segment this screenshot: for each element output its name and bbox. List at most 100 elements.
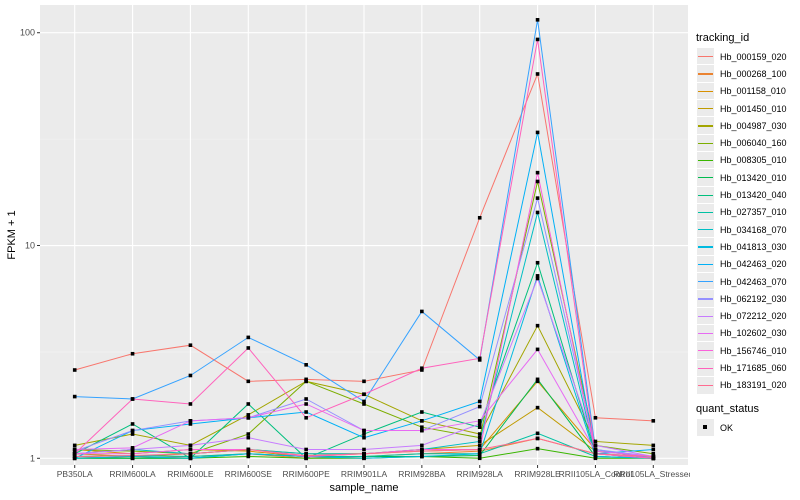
data-point <box>188 451 193 456</box>
data-point <box>535 274 540 278</box>
data-point <box>477 443 482 448</box>
data-point <box>130 432 135 436</box>
legend-label: Hb_027357_010 <box>720 207 787 218</box>
data-point <box>535 18 540 22</box>
data-point <box>477 404 482 409</box>
line-key <box>696 150 715 170</box>
line-key <box>696 289 715 309</box>
data-point <box>72 456 77 461</box>
legend-label: Hb_004987_030 <box>720 120 787 131</box>
data-point <box>593 449 598 453</box>
legend-label: Hb_006040_160 <box>720 138 787 149</box>
legend-item: Hb_013420_040 <box>696 185 787 205</box>
data-point <box>246 415 251 420</box>
legend-item: Hb_042463_020 <box>696 254 787 274</box>
data-point <box>593 456 598 461</box>
data-point <box>535 72 540 76</box>
data-point <box>130 397 135 401</box>
x-tick-label: RRIM600SE <box>225 469 273 479</box>
data-point <box>651 443 656 448</box>
legend-tracking-id: tracking_id Hb_000159_020 Hb_000268_100 Hb… <box>696 32 787 395</box>
data-point <box>535 37 540 42</box>
legend-label: Hb_013420_010 <box>720 172 787 183</box>
data-point <box>188 422 193 426</box>
data-point <box>420 449 424 453</box>
line-key <box>696 185 715 205</box>
legend-label: Hb_171685_060 <box>720 362 787 373</box>
data-point <box>651 451 656 456</box>
x-tick-label: RRIM901LA <box>341 469 388 479</box>
data-point <box>188 443 193 448</box>
data-point <box>304 402 308 406</box>
x-tick-label: RRIM600PE <box>283 469 331 479</box>
data-point <box>188 419 193 423</box>
legend-label: Hb_000268_100 <box>720 68 787 79</box>
data-point <box>535 179 540 184</box>
legend-label: OK <box>720 422 734 433</box>
data-point <box>535 170 540 175</box>
data-point <box>304 453 308 458</box>
data-point <box>362 456 366 461</box>
data-point <box>535 405 540 410</box>
data-point <box>246 432 251 436</box>
line-key <box>696 202 715 222</box>
data-point <box>420 366 424 371</box>
data-point <box>535 377 540 382</box>
data-point <box>72 443 77 448</box>
legend-label: Hb_042463_070 <box>720 276 787 287</box>
legend-item: Hb_072212_020 <box>696 306 787 326</box>
data-point <box>130 351 135 356</box>
legend-label: Hb_041813_030 <box>720 241 787 252</box>
data-point <box>72 394 77 399</box>
data-point <box>477 356 482 361</box>
legend-label: Hb_013420_040 <box>720 190 787 201</box>
data-point <box>420 454 424 459</box>
data-point <box>304 397 308 401</box>
data-point <box>188 373 193 378</box>
data-point <box>362 454 366 459</box>
y-tick-label: 10 <box>25 241 35 251</box>
data-point <box>477 456 482 461</box>
legend-label: Hb_008305_010 <box>720 155 787 166</box>
x-axis-title: sample_name <box>329 482 398 494</box>
data-point <box>72 454 77 459</box>
data-point <box>304 377 308 382</box>
data-point <box>535 130 540 135</box>
legend-item: Hb_006040_160 <box>696 133 787 153</box>
data-point <box>477 451 482 456</box>
legend-item: Hb_000159_020 <box>696 47 787 67</box>
y-tick-label: 100 <box>20 28 35 38</box>
data-point <box>246 346 251 350</box>
data-point <box>130 453 135 458</box>
y-axis-title: FPKM + 1 <box>6 210 18 259</box>
line-key <box>696 254 715 274</box>
line-key <box>696 116 715 136</box>
legend-title: tracking_id <box>696 32 750 44</box>
data-point <box>420 443 424 448</box>
line-key <box>696 81 715 101</box>
line-key <box>696 358 715 378</box>
legend-item: Hb_027357_010 <box>696 202 787 222</box>
line-key <box>696 306 715 326</box>
data-point <box>420 428 424 433</box>
data-point <box>188 343 193 348</box>
data-point <box>362 399 366 404</box>
data-point <box>477 425 482 430</box>
legend-label: Hb_062192_030 <box>720 293 787 304</box>
legend-item: Hb_042463_070 <box>696 272 787 292</box>
legend-item: Hb_034168_070 <box>696 220 787 240</box>
data-point <box>477 439 482 444</box>
legend-label: Hb_000159_020 <box>720 51 787 62</box>
data-point <box>130 456 135 461</box>
data-point <box>246 379 251 384</box>
x-tick-label: RRIM600LE <box>167 469 214 479</box>
data-point <box>304 410 308 414</box>
legend-label: Hb_001158_010 <box>720 86 786 97</box>
line-key <box>696 99 715 119</box>
data-point <box>477 215 482 220</box>
x-tick-label: RRII105LA_Control <box>559 469 633 479</box>
line-key <box>696 64 715 84</box>
data-point <box>593 439 598 444</box>
data-point <box>535 347 540 352</box>
